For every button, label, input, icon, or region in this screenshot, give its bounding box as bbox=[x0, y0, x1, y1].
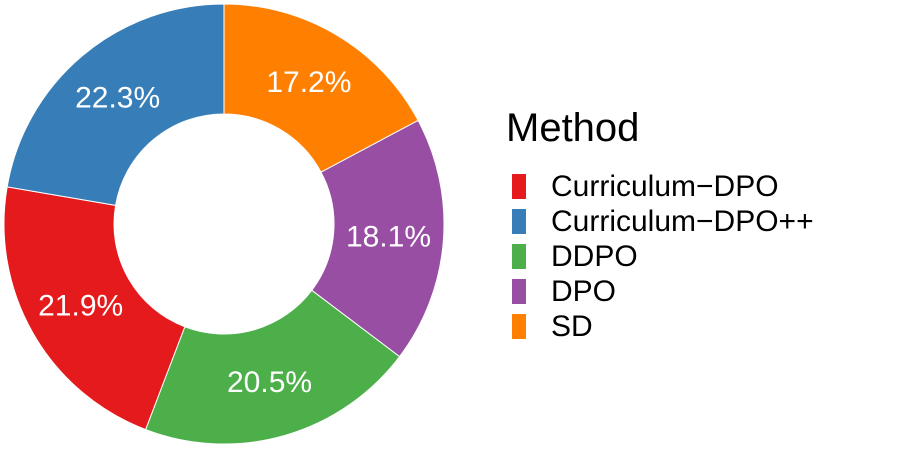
legend-label-curriculum-dpo: Curriculum−DPO++ bbox=[551, 205, 814, 238]
slice-label-curriculum-dpo: 21.9% bbox=[38, 289, 123, 322]
slice-label-curriculum-dpo: 22.3% bbox=[75, 81, 160, 114]
slice-ddpo bbox=[144, 289, 401, 445]
slice-label-sd: 17.2% bbox=[266, 66, 351, 99]
legend-label-ddpo: DDPO bbox=[551, 240, 638, 273]
legend-label-sd: SD bbox=[551, 310, 593, 343]
legend-swatch-dpo bbox=[512, 279, 526, 304]
legend-swatch-ddpo bbox=[512, 244, 526, 269]
slice-curriculum-dpo bbox=[3, 186, 186, 431]
slice-curriculum-dpo bbox=[6, 3, 225, 207]
legend-label-curriculum-dpo: Curriculum−DPO bbox=[551, 170, 779, 203]
legend-swatch-curriculum-dpo bbox=[512, 209, 526, 234]
legend-title: Method bbox=[506, 106, 639, 150]
legend-swatch-sd bbox=[512, 314, 526, 339]
slice-label-ddpo: 20.5% bbox=[227, 366, 312, 399]
slice-labels: 17.2% 18.1% 20.5% 21.9% 22.3% bbox=[38, 66, 431, 399]
legend: Method Curriculum−DPOCurriculum−DPO++DDP… bbox=[506, 106, 814, 343]
slice-sd bbox=[223, 3, 419, 173]
slice-label-dpo: 18.1% bbox=[346, 220, 431, 253]
legend-swatch-curriculum-dpo bbox=[512, 174, 526, 199]
legend-label-dpo: DPO bbox=[551, 275, 616, 308]
slice-dpo bbox=[311, 119, 445, 358]
donut-slices bbox=[3, 3, 445, 445]
